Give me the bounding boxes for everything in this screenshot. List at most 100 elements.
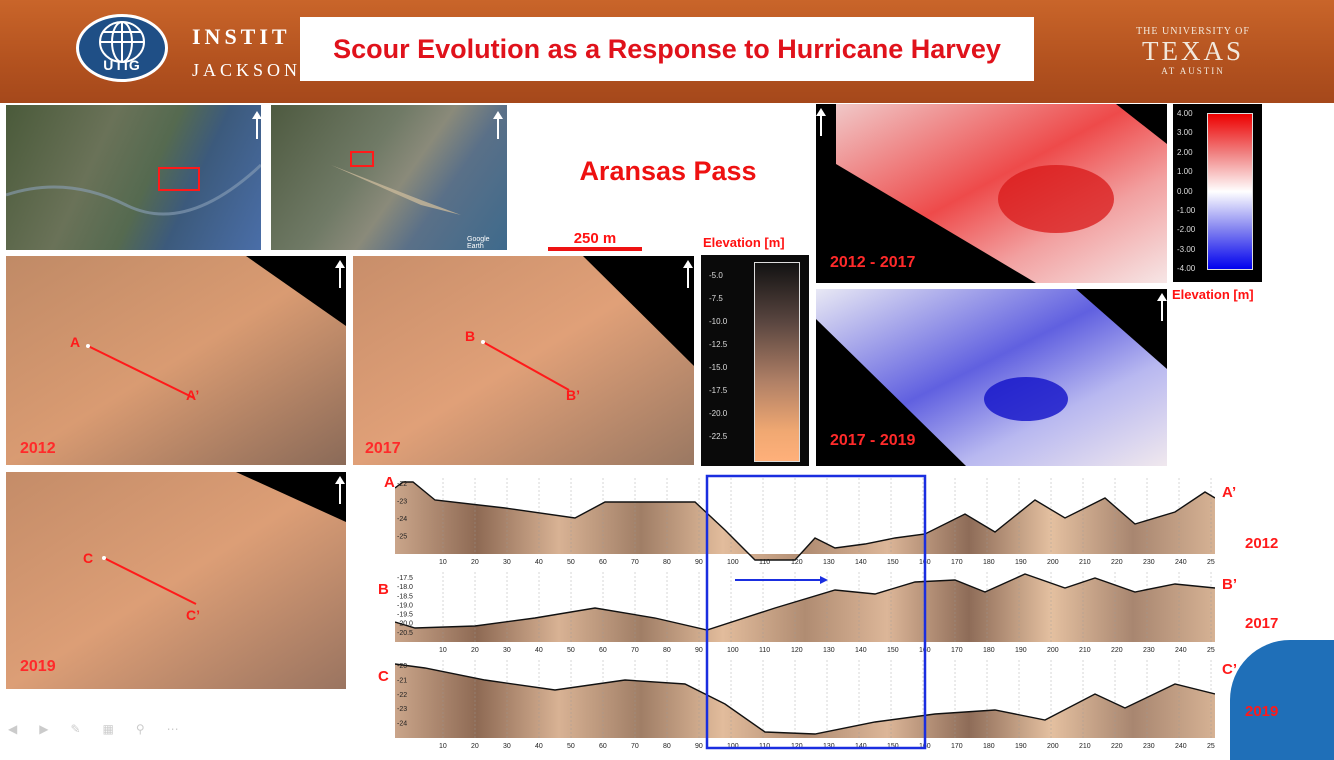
x-tick-label: 60 xyxy=(599,743,607,750)
pen-icon[interactable]: ✎ xyxy=(70,722,81,736)
x-tick-label: 30 xyxy=(503,559,511,566)
north-arrow-icon xyxy=(1157,293,1167,321)
x-tick-label: 80 xyxy=(663,647,671,654)
legend-tick-label: -20.0 xyxy=(709,409,728,418)
x-tick-label: 60 xyxy=(599,647,607,654)
logo-text: UTIG xyxy=(103,57,141,73)
x-tick-label: 240 xyxy=(1175,647,1187,654)
legend-tick-label: -4.00 xyxy=(1177,264,1196,274)
x-tick-label: 20 xyxy=(471,559,479,566)
highlight-box xyxy=(705,474,927,750)
x-tick-label: 190 xyxy=(1015,647,1027,654)
y-tick-label: -24 xyxy=(397,721,407,728)
section-end-label: A’ xyxy=(186,387,200,403)
section-start-label: A xyxy=(70,334,81,350)
x-tick-label: 190 xyxy=(1015,559,1027,566)
header-banner: UTIG INSTIT JACKSON Scour Evolution as a… xyxy=(0,0,1334,103)
x-tick-label: 80 xyxy=(663,743,671,750)
x-tick-label: 220 xyxy=(1111,647,1123,654)
x-tick-label: 30 xyxy=(503,743,511,750)
diff-map-2012-2017: 2012 - 2017 xyxy=(816,104,1167,283)
x-tick-label: 240 xyxy=(1175,559,1187,566)
legend-tick-label: 4.00 xyxy=(1177,109,1193,118)
profile-panel: -20 -21 -22 -23 -24 10 20 30 40 50 60 70 80 90 100 110 1… xyxy=(395,660,1215,750)
x-tick-label: 100 xyxy=(727,559,739,566)
slide-title: Scour Evolution as a Response to Hurrica… xyxy=(333,34,1001,64)
more-icon[interactable]: ⋯ xyxy=(166,722,179,736)
x-tick-label: 220 xyxy=(1111,743,1123,750)
x-tick-label: 190 xyxy=(1015,743,1027,750)
institute-subname: JACKSON xyxy=(192,60,302,80)
x-tick-label: 70 xyxy=(631,647,639,654)
x-tick-label: 40 xyxy=(535,743,543,750)
title-box: Scour Evolution as a Response to Hurrica… xyxy=(300,17,1034,81)
map-2017: B B’ 2017 xyxy=(353,256,694,465)
x-tick-label: 110 xyxy=(759,647,770,654)
x-tick-label: 200 xyxy=(1047,743,1059,750)
slideshow-toolbar: ◀ ▶ ✎ ▦ ⚲ ⋯ xyxy=(8,722,179,736)
cross-section-profiles: -22 -23 -24 -25 10 20 30 40 50 60 70 80 90 100 110 120 1… xyxy=(395,474,1215,750)
y-tick-label: -17.5 xyxy=(397,575,413,582)
y-tick-label: -22 xyxy=(397,692,407,699)
next-icon[interactable]: ▶ xyxy=(39,722,49,736)
x-tick-label: 20 xyxy=(471,743,479,750)
y-tick-label: -25 xyxy=(397,534,407,541)
legend-tick-label: -15.0 xyxy=(709,363,728,372)
diff-colorbar xyxy=(1207,113,1253,270)
elevation-legend-title: Elevation [m] xyxy=(703,235,785,250)
x-tick-label: 50 xyxy=(567,743,575,750)
x-tick-label: 110 xyxy=(759,743,770,750)
legend-tick-label: -7.5 xyxy=(709,294,723,303)
section-start-label: C xyxy=(83,550,94,566)
x-tick-label: 120 xyxy=(791,559,803,566)
y-tick-label: -18.5 xyxy=(397,593,413,600)
google-earth-label: Google Earth xyxy=(467,236,490,250)
x-tick-label: 10 xyxy=(439,647,447,654)
x-tick-label: 130 xyxy=(823,647,835,654)
legend-tick-label: 3.00 xyxy=(1177,128,1193,138)
x-tick-label: 90 xyxy=(695,559,703,566)
x-tick-label: 50 xyxy=(567,647,575,654)
x-tick-label: 40 xyxy=(535,647,543,654)
legend-tick-label: -2.00 xyxy=(1177,225,1196,235)
legend-tick-label: -17.5 xyxy=(709,386,728,395)
x-tick-label: 70 xyxy=(631,559,639,566)
y-tick-label: -20 xyxy=(397,663,407,670)
x-tick-label: 10 xyxy=(439,559,447,566)
satellite-image-regional xyxy=(6,105,261,250)
institute-name: INSTIT xyxy=(192,24,291,49)
x-tick-label: 140 xyxy=(855,559,867,566)
profile-a-year: 2012 xyxy=(1245,535,1279,552)
x-tick-label: 80 xyxy=(663,559,671,566)
x-tick-label: 250 xyxy=(1207,743,1215,750)
y-tick-label: -23 xyxy=(397,499,407,506)
section-start-label: B xyxy=(465,328,476,344)
zoom-icon[interactable]: ⚲ xyxy=(135,722,145,736)
slides-icon[interactable]: ▦ xyxy=(102,722,114,736)
scale-bar xyxy=(548,247,642,251)
satellite-image-local: Google Earth xyxy=(271,105,507,250)
map-year-label: 2017 xyxy=(365,440,401,457)
diff-legend-title: Elevation [m] xyxy=(1172,287,1254,302)
x-tick-label: 140 xyxy=(855,647,867,654)
legend-tick-label: 1.00 xyxy=(1177,167,1193,177)
x-tick-label: 180 xyxy=(983,559,995,566)
x-tick-label: 200 xyxy=(1047,559,1059,566)
map-2019: C C’ 2019 xyxy=(6,472,346,689)
ut-line1: THE UNIVERSITY OF xyxy=(1136,26,1250,37)
diff-label: 2017 - 2019 xyxy=(830,432,916,449)
x-tick-label: 40 xyxy=(535,559,543,566)
section-end-label: C’ xyxy=(186,607,200,623)
legend-tick-label: -1.00 xyxy=(1177,206,1196,215)
x-tick-label: 10 xyxy=(439,743,447,750)
x-tick-label: 100 xyxy=(727,743,739,750)
y-tick-label: -21 xyxy=(397,677,407,684)
north-arrow-icon xyxy=(335,260,345,288)
profile-c-year: 2019 xyxy=(1245,703,1279,720)
x-tick-label: 150 xyxy=(887,559,899,566)
x-tick-label: 120 xyxy=(791,743,803,750)
legend-tick-label: 2.00 xyxy=(1177,147,1193,157)
x-tick-label: 210 xyxy=(1079,559,1091,566)
previous-icon[interactable]: ◀ xyxy=(8,722,18,736)
profile-a-start: A xyxy=(384,474,395,491)
